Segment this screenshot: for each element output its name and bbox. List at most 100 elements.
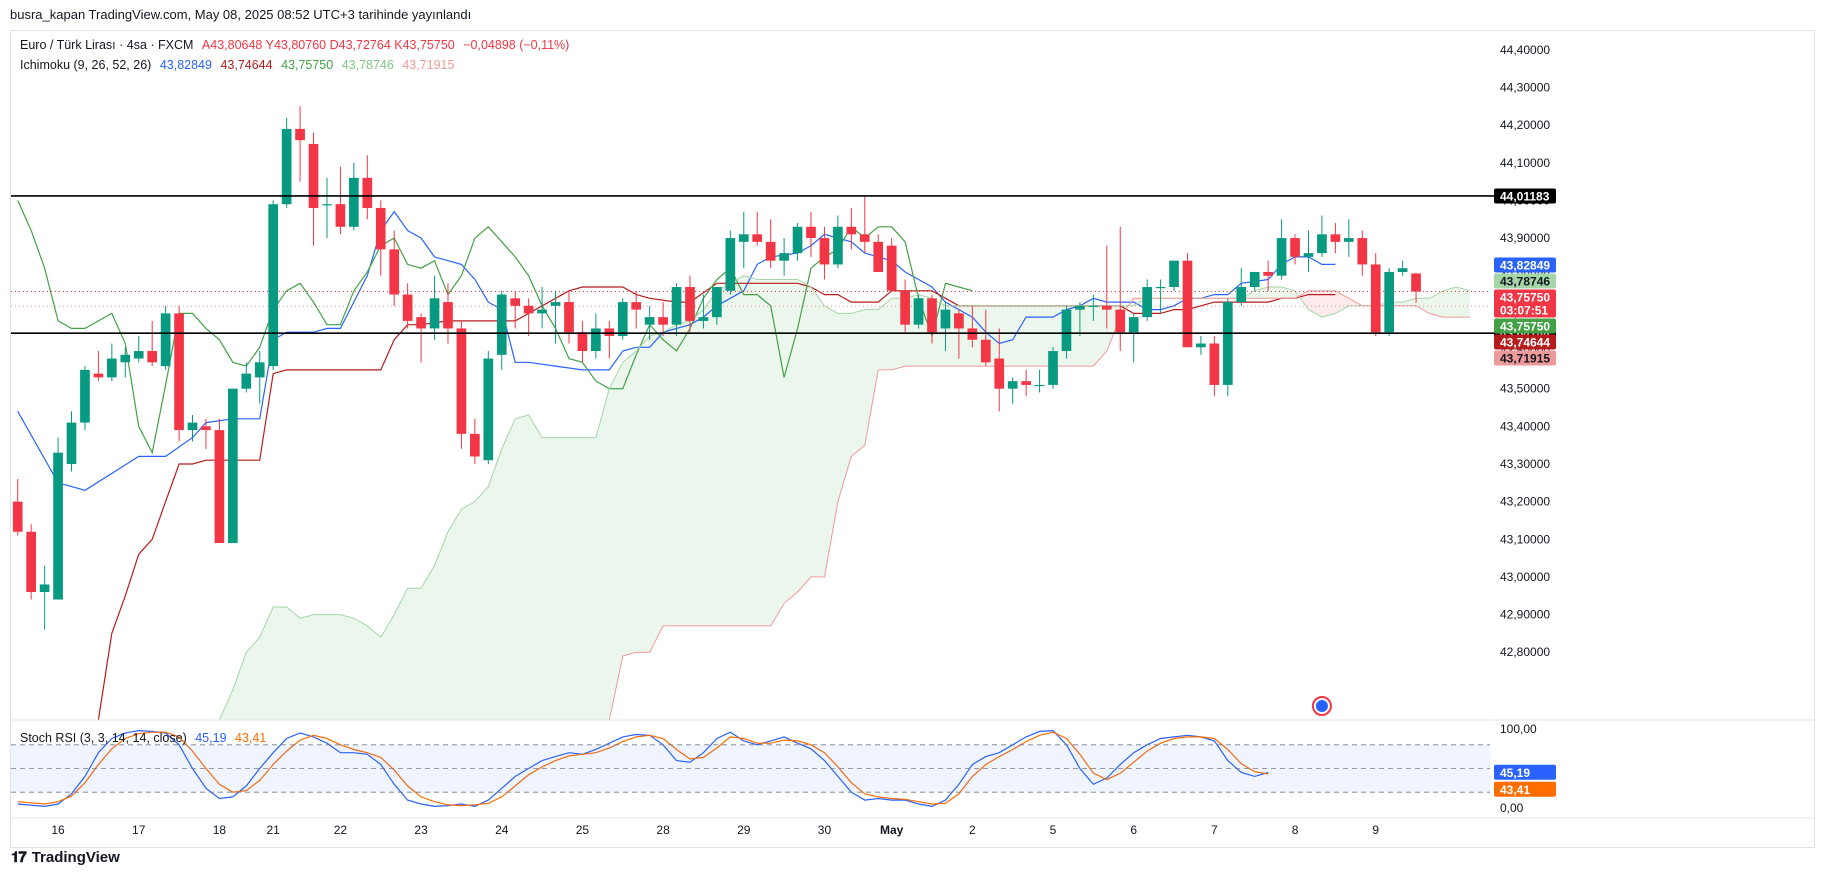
x-tick-label: 23 [414,823,428,837]
candle-body [967,328,978,340]
candle-body [1222,302,1233,385]
candle-body [617,302,628,336]
candle-body [604,328,615,336]
stoch-k-tag: 45,19 [1500,766,1530,780]
cloud-segment [689,309,704,626]
cloud-segment [797,279,812,592]
x-tick-label: 2 [969,823,976,837]
x-tick-label: 17 [132,823,146,837]
cloud-segment [676,320,690,626]
candle-body [268,204,279,367]
ichimoku-legend[interactable]: Ichimoku (9, 26, 52, 26) 43,82849 43,746… [20,58,454,72]
candle-body [1317,234,1327,254]
x-tick-label: 21 [267,823,281,837]
cloud-segment [636,335,650,653]
indicator-price-tag-countdown: 03:07:51 [1500,304,1548,318]
candle-body [1169,260,1179,288]
candle-body [765,241,776,261]
lead-b-line [608,290,1470,720]
candle-body [1021,381,1031,385]
main-pane [11,106,1490,720]
low-value: D43,72764 [329,38,391,52]
candle-body [886,245,897,291]
candle-body [806,226,816,239]
candle-body [913,298,924,325]
candle-body [564,302,574,333]
indicator-price-tag: 43,82849 [1500,259,1550,273]
y-tick-label: 43,00000 [1500,570,1550,584]
indicator-price-tag: 43,71915 [1500,352,1550,366]
symbol-name[interactable]: Euro / Türk Lirası · 4sa · FXCM [20,38,194,52]
stoch-d-value: 43,41 [235,731,267,745]
cloud-segment [1093,305,1107,367]
candle-body [1397,268,1408,272]
x-tick-label: 9 [1372,823,1379,837]
cloud-segment [837,313,852,502]
cloud-segment [770,279,785,626]
y-tick-label: 42,90000 [1500,608,1550,622]
lead-a-value: 43,78746 [341,58,394,72]
candle-body [1101,305,1112,310]
candle-body [1384,271,1394,333]
cloud-segment [811,287,825,577]
candle-body [1276,238,1287,276]
candle-body [1034,384,1045,387]
candle-body [80,369,90,423]
indicator-price-tag-bg [1494,273,1556,289]
candle-body [1411,273,1421,292]
candle-body [160,313,171,367]
candle-body [859,234,870,242]
candle-body [1209,343,1220,385]
y-tick-label: 44,10000 [1500,156,1550,170]
candle-body [1061,309,1072,352]
change-value: −0,04898 (−0,11%) [463,38,570,52]
candle-body [577,332,588,352]
cloud-segment [1416,298,1430,314]
x-tick-label: 30 [818,823,832,837]
candle-body [187,422,198,431]
candle-body [658,317,668,325]
candle-body [819,238,830,265]
cloud-segment [219,388,610,720]
candle-body [1128,317,1139,333]
candle-body [349,177,359,227]
candle-body [1075,305,1085,310]
stoch-name[interactable]: Stoch RSI (3, 3, 14, 14, close) [20,731,187,745]
candle-body [12,501,23,532]
y-tick-label: 43,10000 [1500,532,1550,546]
indicator-price-tag: 43,75750 [1500,291,1550,305]
x-tick-label: May [880,823,904,837]
ichimoku-name[interactable]: Ichimoku (9, 26, 52, 26) [20,58,152,72]
x-tick-label: 16 [51,823,65,837]
symbol-legend: Euro / Türk Lirası · 4sa · FXCM A43,8064… [20,38,569,52]
economic-event-icon [1311,696,1332,716]
cloud-segment [1254,287,1269,299]
candle-body [147,351,158,363]
cloud-segment [1442,287,1457,318]
candle-body [1115,309,1126,333]
y-tick-label: 43,20000 [1500,495,1550,509]
open-value: A43,80648 [201,38,263,52]
cloud-segment [1308,290,1322,318]
indicator-price-tag: 43,74644 [1500,336,1550,350]
candle-body [940,309,951,329]
candle-body [335,204,346,227]
lead-a-line [218,275,1470,720]
indicator-price-tag-bg [1494,289,1556,318]
stoch-legend[interactable]: Stoch RSI (3, 3, 14, 14, close) 45,19 43… [20,731,266,745]
x-tick-label: 7 [1211,823,1218,837]
y-tick-label: 42,80000 [1500,645,1550,659]
high-value: Y43,80760 [265,38,327,52]
candle-body [1142,287,1152,318]
candle-body [644,317,655,325]
x-tick-label: 29 [737,823,751,837]
tradingview-footer[interactable]: 𝟏𝟕 TradingView [11,849,120,866]
base-value: 43,74644 [220,58,273,72]
indicator-price-tag-bg [1494,257,1556,273]
candle-body [671,287,682,325]
x-tick-label: 28 [656,823,670,837]
indicator-price-tag: 43,75750 [1500,320,1550,334]
candle-body [416,317,426,329]
candle-body [375,207,386,250]
